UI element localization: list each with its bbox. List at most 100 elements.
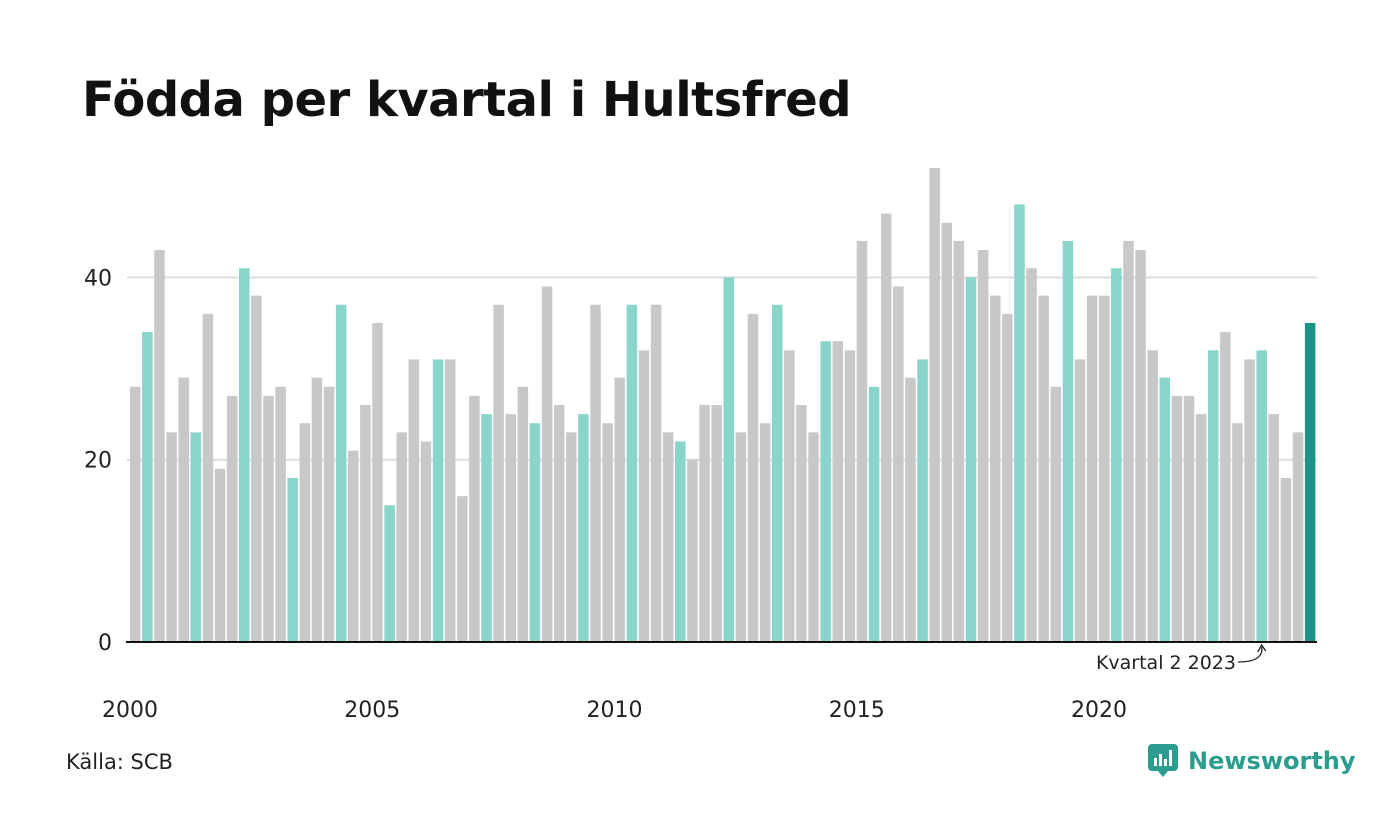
bar [263, 395, 274, 642]
bar [977, 250, 989, 643]
bar [1207, 350, 1219, 642]
tick-labels: 0 20 40 2000 2005 2010 2015 2020 [84, 266, 1127, 723]
bar [638, 350, 650, 642]
newsworthy-logo-icon [1148, 744, 1178, 777]
bar [178, 377, 189, 642]
bar [1268, 414, 1280, 642]
bar [1026, 268, 1037, 642]
bar [941, 222, 953, 642]
bar [893, 286, 904, 642]
bar [275, 386, 286, 642]
bar [1244, 359, 1255, 642]
bar [335, 304, 347, 642]
bar [626, 304, 638, 642]
bar [1292, 432, 1304, 642]
bar [590, 304, 601, 642]
bar [444, 359, 456, 642]
bar [1220, 332, 1231, 642]
bar [747, 313, 759, 642]
bar [662, 432, 674, 642]
bar [457, 496, 468, 642]
bar [917, 359, 928, 642]
bar [1050, 386, 1062, 642]
bar [142, 332, 153, 642]
bar [614, 377, 625, 642]
x-tick-label: 2010 [586, 698, 642, 723]
bar [868, 386, 880, 642]
bar [505, 414, 516, 642]
bar [796, 405, 807, 642]
bar [517, 386, 529, 642]
bars [130, 168, 1316, 643]
bar [154, 250, 165, 643]
bar [566, 432, 577, 642]
bar [166, 432, 177, 642]
bar [384, 505, 395, 642]
bar [953, 240, 965, 643]
bar [1280, 477, 1292, 642]
bar [529, 423, 541, 642]
y-tick-label: 0 [98, 631, 112, 656]
bar [493, 304, 504, 642]
bar [578, 414, 589, 642]
bar [699, 405, 710, 642]
bar [1098, 295, 1110, 642]
bar [1135, 250, 1146, 643]
annotation: Kvartal 2 2023 [1096, 643, 1267, 674]
annotation-arrow [1237, 646, 1263, 663]
bar [287, 477, 298, 642]
annotation-arrowhead [1257, 643, 1267, 653]
bar [432, 359, 444, 642]
bar [420, 441, 432, 642]
bar [553, 405, 565, 642]
brand-name: Newsworthy [1188, 747, 1356, 775]
x-tick-label: 2000 [102, 698, 158, 723]
bar [372, 322, 383, 642]
bar [856, 240, 868, 643]
bar [323, 386, 335, 642]
bar [844, 350, 856, 642]
bar [226, 395, 238, 642]
bar [130, 386, 141, 642]
bar [299, 423, 311, 642]
source-note: Källa: SCB [66, 750, 173, 774]
bar [905, 377, 916, 642]
brand-logo: Newsworthy [1148, 744, 1356, 778]
bar [771, 304, 783, 642]
bar [1171, 395, 1183, 642]
bar [251, 295, 262, 642]
bar [239, 268, 250, 642]
bar [190, 432, 202, 642]
x-tick-label: 2020 [1071, 698, 1127, 723]
bar [348, 450, 359, 642]
bar [989, 295, 1001, 642]
bar [469, 395, 480, 642]
bar [311, 377, 323, 642]
bar [675, 441, 686, 642]
bar [202, 313, 214, 642]
bar [214, 468, 226, 642]
bar [1111, 268, 1122, 642]
bar [723, 277, 735, 642]
bar [541, 286, 553, 642]
bar [1002, 313, 1013, 642]
bar [1074, 359, 1086, 642]
bar [1014, 204, 1025, 642]
bar [820, 341, 831, 642]
bar [1086, 295, 1098, 642]
bar [1232, 423, 1243, 642]
y-tick-label: 40 [84, 266, 112, 291]
bar [1062, 240, 1074, 643]
bar [1304, 322, 1316, 642]
bar [832, 341, 844, 642]
bar [396, 432, 407, 642]
bar [735, 432, 747, 642]
y-tick-label: 20 [84, 449, 112, 474]
bar [1183, 395, 1195, 642]
bar [929, 168, 940, 642]
chart-title: Födda per kvartal i Hultsfred [82, 72, 852, 128]
bar [965, 277, 977, 642]
x-tick-label: 2015 [829, 698, 885, 723]
bar [784, 350, 795, 642]
x-tick-label: 2005 [344, 698, 400, 723]
